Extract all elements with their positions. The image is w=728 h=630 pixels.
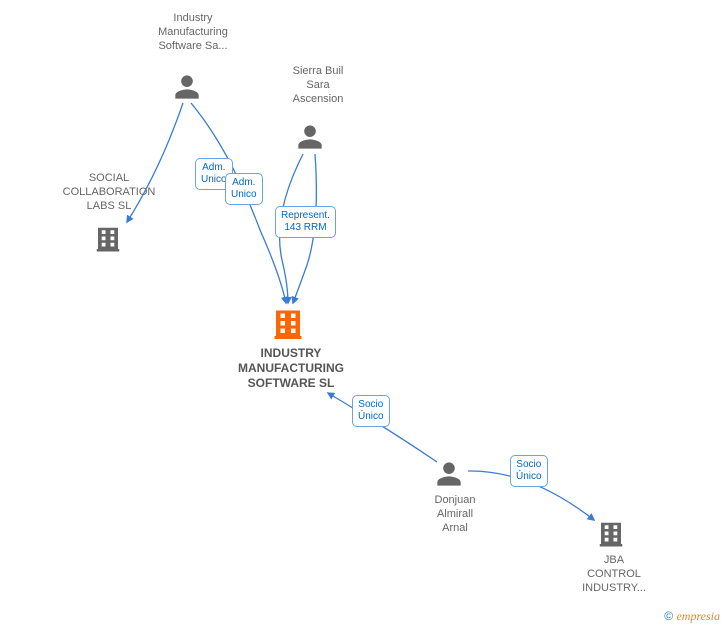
edge-label: Represent. 143 RRM (275, 206, 336, 238)
edge-label: Socio Único (352, 395, 390, 427)
copyright-symbol: © (664, 609, 673, 623)
edge-label: Socio Único (510, 455, 548, 487)
building-icon[interactable] (596, 519, 626, 554)
brand-name: empresia (676, 609, 720, 623)
node-label: JBA CONTROL INDUSTRY... (574, 554, 654, 595)
node-label: SOCIAL COLLABORATION LABS SL (54, 172, 164, 213)
node-label: Sierra Buil Sara Ascension (278, 65, 358, 106)
node-label-center: INDUSTRY MANUFACTURING SOFTWARE SL (225, 346, 357, 391)
person-icon[interactable] (296, 123, 324, 156)
node-label: Industry Manufacturing Software Sa... (145, 12, 241, 53)
footer-credit: © empresia (664, 609, 720, 624)
building-icon[interactable] (93, 224, 123, 259)
building-highlight-icon[interactable] (270, 306, 306, 347)
person-icon[interactable] (173, 73, 201, 106)
edge-label: Adm. Unico (225, 173, 263, 205)
node-label: Donjuan Almirall Arnal (420, 494, 490, 535)
person-icon[interactable] (435, 460, 463, 493)
